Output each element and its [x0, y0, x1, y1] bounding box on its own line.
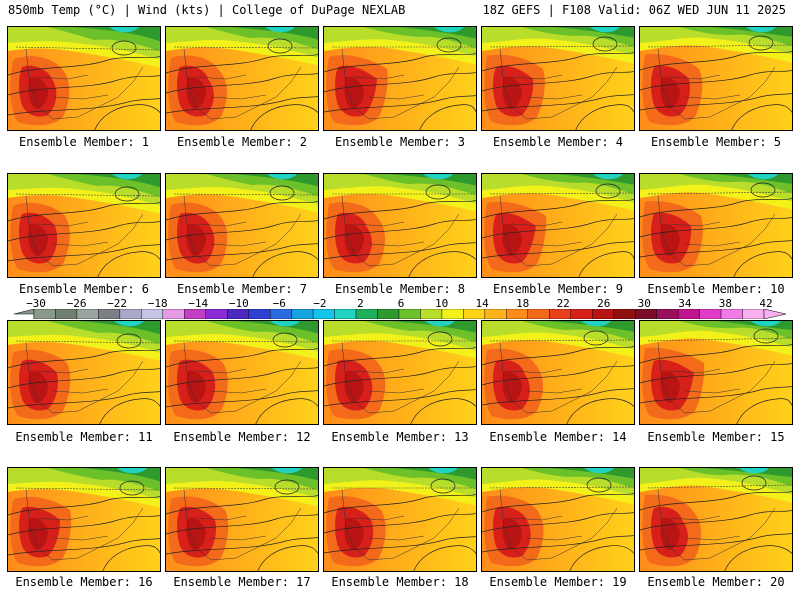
colorbar-swatch	[570, 309, 593, 319]
colorbar-swatch	[248, 309, 271, 319]
colorbar-swatch	[463, 309, 486, 319]
colorbar-swatch	[269, 309, 292, 319]
temperature-colorbar: −30 −26 −22 −18 −14 −10 −6 −2 2 6 10 14 18 22 26 30 34 38…	[0, 297, 800, 319]
ensemble-member-map	[165, 467, 319, 572]
chart-title: 850mb Temp (°C) | Wind (kts) | College o…	[8, 3, 406, 17]
ensemble-member-map	[165, 173, 319, 278]
ensemble-member-label: Ensemble Member: 12	[173, 430, 311, 444]
colorbar-swatch	[398, 309, 421, 319]
colorbar-swatches	[13, 309, 787, 319]
colorbar-tick-label: −2	[313, 297, 327, 310]
colorbar-tick-label: −18	[147, 297, 168, 310]
ensemble-member-label: Ensemble Member: 7	[176, 282, 308, 296]
colorbar-swatch	[141, 309, 164, 319]
ensemble-member-label: Ensemble Member: 6	[18, 282, 150, 296]
ensemble-member-map	[639, 26, 793, 131]
colorbar-swatch	[549, 309, 571, 319]
colorbar-swatch	[420, 309, 443, 319]
colorbar-tick-label: −14	[188, 297, 209, 310]
ensemble-member-map	[7, 320, 161, 425]
colorbar-tick-label: 26	[597, 297, 611, 310]
colorbar-swatch	[162, 309, 185, 319]
ensemble-member-label: Ensemble Member: 10	[647, 282, 785, 296]
ensemble-member-label: Ensemble Member: 11	[15, 430, 153, 444]
ensemble-member-label: Ensemble Member: 19	[489, 575, 627, 589]
colorbar-tick-label: 6	[397, 297, 405, 310]
ensemble-member-map	[481, 26, 635, 131]
colorbar-swatch	[227, 309, 249, 319]
ensemble-member-map	[639, 173, 793, 278]
colorbar-tick-label: −10	[228, 297, 249, 310]
colorbar-tick-label: −22	[107, 297, 128, 310]
ensemble-member-label: Ensemble Member: 18	[331, 575, 469, 589]
colorbar-swatch	[441, 309, 464, 319]
ensemble-member-map	[7, 467, 161, 572]
colorbar-swatch	[677, 309, 700, 319]
ensemble-member-map	[639, 467, 793, 572]
colorbar-swatch	[291, 309, 314, 319]
ensemble-member-map	[7, 173, 161, 278]
colorbar-swatch	[205, 309, 228, 319]
ensemble-member-label: Ensemble Member: 4	[492, 135, 624, 149]
colorbar-tick-label: 18	[516, 297, 530, 310]
ensemble-member-label: Ensemble Member: 8	[334, 282, 466, 296]
ensemble-member-label: Ensemble Member: 20	[647, 575, 785, 589]
colorbar-swatch	[592, 309, 614, 319]
ensemble-member-label: Ensemble Member: 1	[18, 135, 150, 149]
colorbar-swatch	[334, 309, 357, 319]
colorbar-swatch	[119, 309, 142, 319]
colorbar-swatch	[656, 309, 679, 319]
ensemble-member-map	[481, 320, 635, 425]
colorbar-swatch	[742, 309, 765, 319]
colorbar-swatch	[76, 309, 99, 319]
colorbar-swatch	[634, 309, 657, 319]
colorbar-tick-label: −26	[66, 297, 87, 310]
colorbar-swatch	[720, 309, 743, 319]
ensemble-member-label: Ensemble Member: 17	[173, 575, 311, 589]
colorbar-tick-label: 34	[678, 297, 692, 310]
colorbar-high-arrow	[763, 309, 787, 319]
ensemble-member-map	[481, 173, 635, 278]
ensemble-member-map	[323, 320, 477, 425]
colorbar-low-arrow	[13, 309, 35, 319]
colorbar-swatch	[699, 309, 722, 319]
ensemble-member-map	[323, 26, 477, 131]
colorbar-tick-label: −6	[272, 297, 286, 310]
model-run-info: 18Z GEFS | F108 Valid: 06Z WED JUN 11 20…	[482, 3, 786, 17]
colorbar-tick-label: 30	[637, 297, 651, 310]
colorbar-tick-label: 22	[556, 297, 570, 310]
colorbar-swatch	[377, 309, 400, 319]
ensemble-member-label: Ensemble Member: 15	[647, 430, 785, 444]
colorbar-tick-label: 14	[475, 297, 489, 310]
ensemble-member-label: Ensemble Member: 13	[331, 430, 469, 444]
ensemble-member-map	[323, 467, 477, 572]
colorbar-tick-label: 2	[357, 297, 364, 310]
ensemble-member-map	[7, 26, 161, 131]
ensemble-member-label: Ensemble Member: 14	[489, 430, 627, 444]
colorbar-tick-label: 10	[434, 297, 449, 310]
colorbar-swatch	[33, 309, 56, 319]
ensemble-member-label: Ensemble Member: 16	[15, 575, 153, 589]
ensemble-member-map	[481, 467, 635, 572]
ensemble-member-map	[165, 320, 319, 425]
ensemble-member-label: Ensemble Member: 5	[650, 135, 782, 149]
ensemble-member-map	[165, 26, 319, 131]
colorbar-swatch	[484, 309, 507, 319]
colorbar-swatch	[184, 309, 206, 319]
colorbar-tick-label: −30	[26, 297, 46, 310]
ensemble-member-label: Ensemble Member: 2	[176, 135, 308, 149]
colorbar-swatch	[55, 309, 78, 319]
colorbar-tick-label: 42	[759, 297, 773, 310]
colorbar-swatch	[506, 309, 529, 319]
ensemble-member-label: Ensemble Member: 3	[334, 135, 466, 149]
ensemble-member-label: Ensemble Member: 9	[492, 282, 624, 296]
colorbar-swatch	[312, 309, 335, 319]
colorbar-tick-label: 38	[718, 297, 733, 310]
colorbar-swatch	[527, 309, 550, 319]
ensemble-member-map	[639, 320, 793, 425]
colorbar-swatch	[613, 309, 636, 319]
colorbar-swatch	[355, 309, 378, 319]
ensemble-member-map	[323, 173, 477, 278]
colorbar-swatch	[98, 309, 121, 319]
